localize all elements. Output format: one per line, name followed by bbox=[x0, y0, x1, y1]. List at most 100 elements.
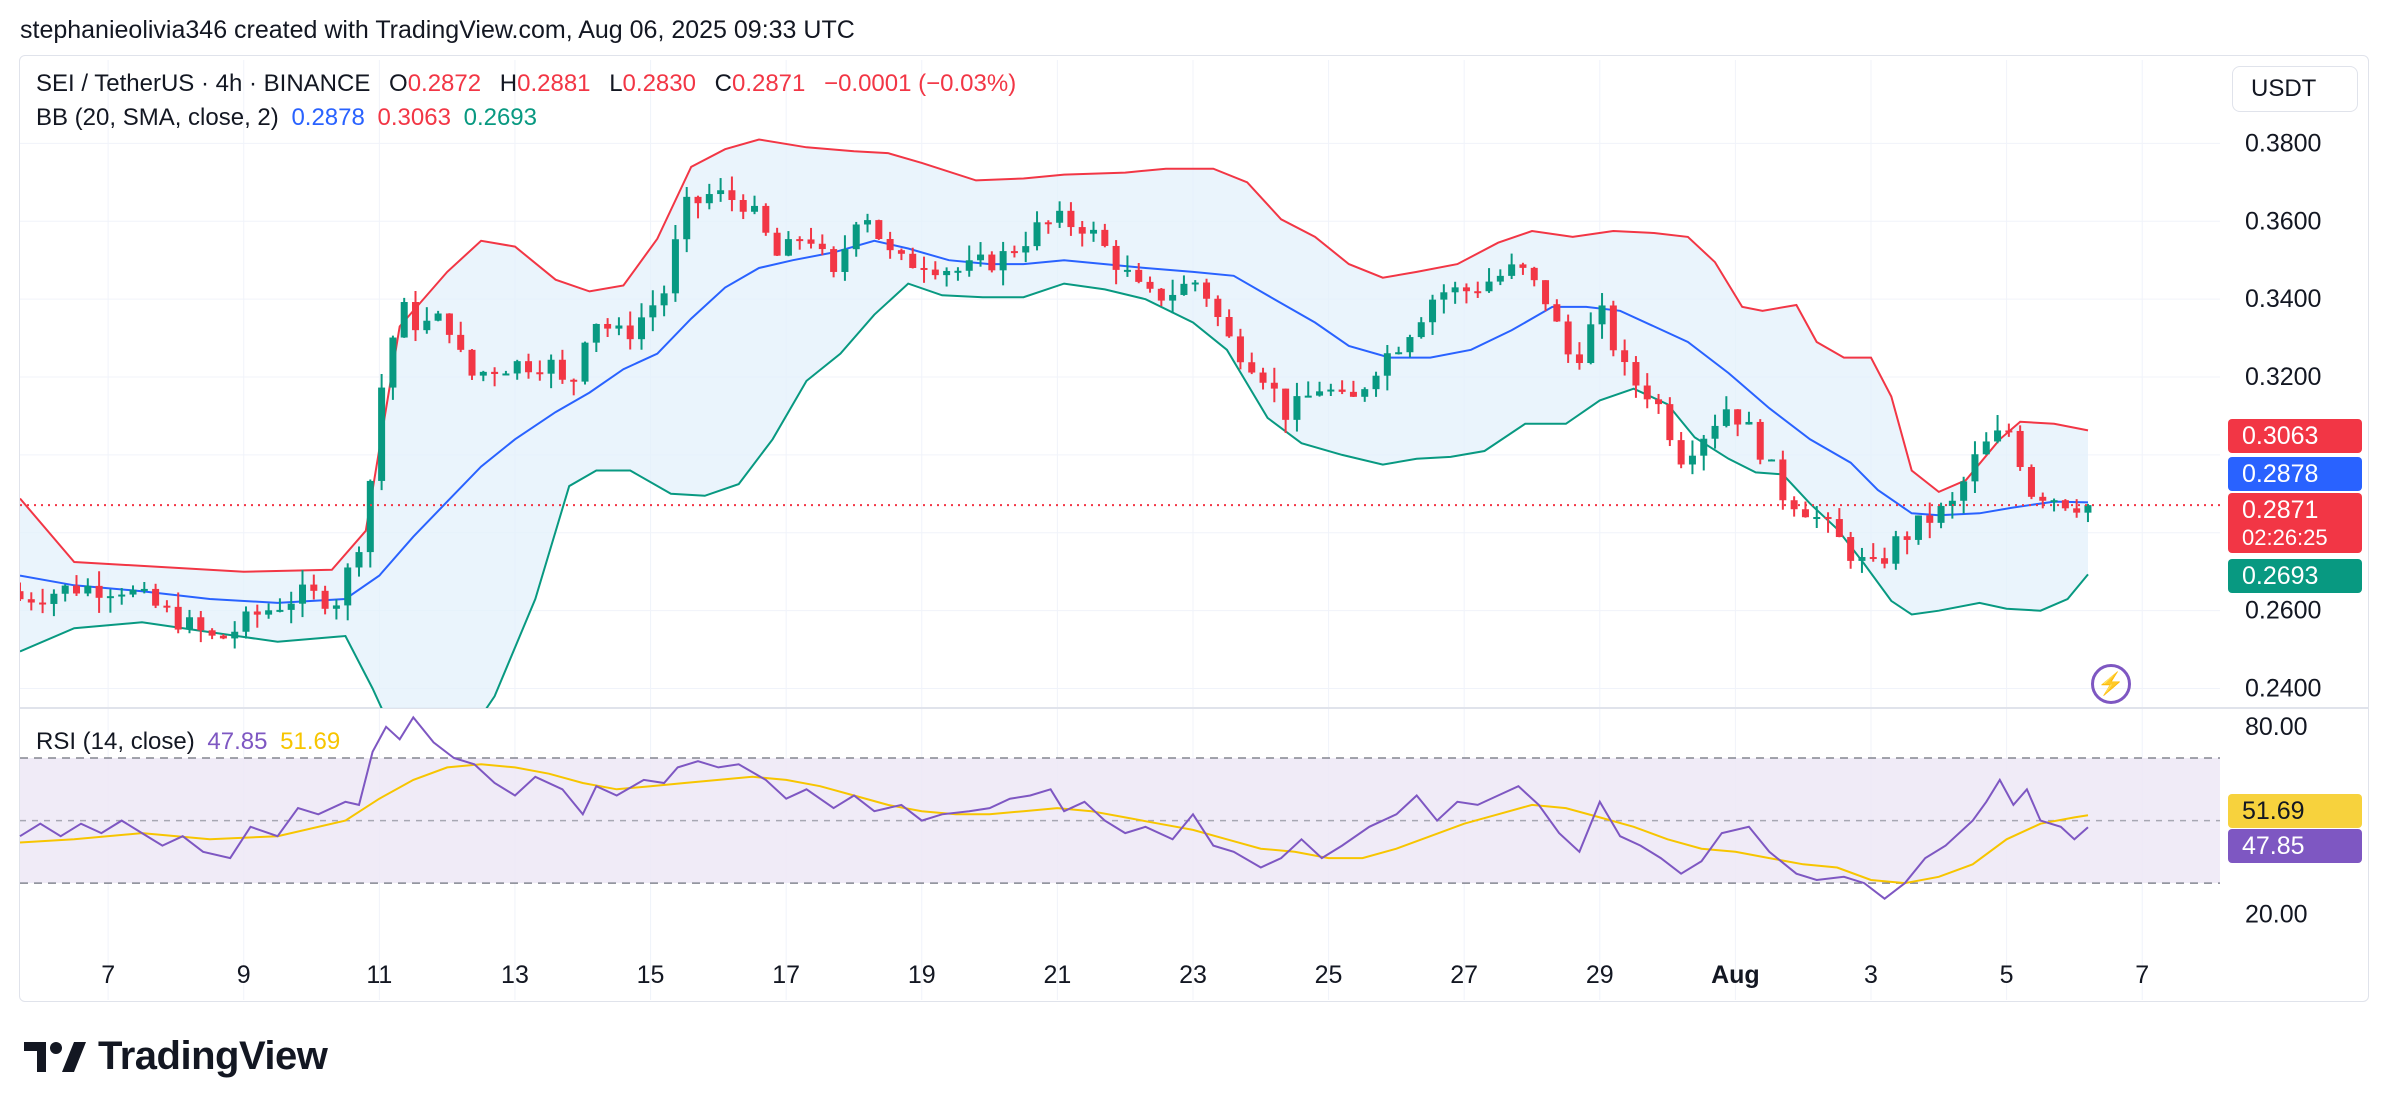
candle-up bbox=[1123, 255, 1131, 277]
candle-body bbox=[1440, 292, 1448, 300]
candle-up bbox=[502, 370, 510, 376]
candle-body bbox=[400, 302, 408, 338]
candle-up bbox=[355, 546, 363, 577]
candle-down bbox=[1530, 266, 1538, 287]
candle-up bbox=[1587, 312, 1595, 365]
candle-down bbox=[931, 261, 939, 280]
candle-body bbox=[186, 617, 194, 630]
candle-body bbox=[604, 323, 612, 329]
candle-body bbox=[1316, 391, 1324, 396]
candle-up bbox=[1700, 434, 1708, 471]
chart-frame bbox=[19, 55, 2369, 1002]
candle-down bbox=[1790, 496, 1798, 517]
candle-up bbox=[1745, 411, 1753, 425]
candle-down bbox=[2027, 464, 2035, 500]
candle-down bbox=[739, 194, 747, 220]
rsi-label[interactable]: RSI (14, close) bbox=[36, 728, 195, 755]
candle-body bbox=[1180, 283, 1188, 295]
candle-down bbox=[1553, 299, 1561, 322]
candle-body bbox=[897, 250, 905, 254]
candle-body bbox=[807, 239, 815, 244]
rsi-tick-label: 80.00 bbox=[2245, 713, 2308, 741]
candle-body bbox=[1926, 515, 1934, 523]
candle-up bbox=[434, 310, 442, 322]
candle-up bbox=[389, 335, 397, 400]
candle-body bbox=[1135, 269, 1143, 282]
candle-up bbox=[129, 585, 137, 598]
candle-body bbox=[1293, 396, 1301, 420]
candle-down bbox=[208, 628, 216, 640]
candle-down bbox=[321, 585, 329, 615]
candle-body bbox=[988, 254, 996, 271]
candle-body bbox=[1835, 519, 1843, 538]
candle-up bbox=[965, 245, 973, 277]
price-tick-label: 0.3600 bbox=[2245, 207, 2321, 235]
candle-body bbox=[1609, 305, 1617, 351]
candle-body bbox=[943, 270, 951, 276]
candle-down bbox=[875, 219, 883, 240]
candle-down bbox=[219, 634, 227, 640]
candle-up bbox=[1406, 334, 1414, 358]
candle-up bbox=[660, 285, 668, 317]
candle-down bbox=[1824, 512, 1832, 533]
x-tick-label: 5 bbox=[2000, 961, 2014, 989]
candle-body bbox=[479, 371, 487, 376]
bb-label[interactable]: BB (20, SMA, close, 2) bbox=[36, 104, 279, 131]
candle-down bbox=[2039, 492, 2047, 509]
candle-down bbox=[830, 246, 838, 278]
candle-up bbox=[479, 370, 487, 382]
candle-body bbox=[1191, 282, 1199, 285]
candle-body bbox=[864, 220, 872, 225]
tradingview-logo[interactable]: TradingView bbox=[24, 1034, 328, 1079]
bb-upper-tag: 0.3063 bbox=[2228, 419, 2362, 453]
candle-up bbox=[943, 267, 951, 287]
candle-body bbox=[2027, 467, 2035, 497]
candle-body bbox=[1282, 388, 1290, 420]
candle-up bbox=[287, 591, 295, 624]
candle-body bbox=[1022, 246, 1030, 253]
candle-body bbox=[2005, 430, 2013, 433]
candle-down bbox=[1067, 202, 1075, 236]
open-label: O bbox=[389, 70, 408, 97]
lightning-icon[interactable]: ⚡ bbox=[2091, 664, 2131, 704]
candle-body bbox=[1123, 269, 1131, 272]
candle-up bbox=[1982, 432, 1990, 455]
candle-body bbox=[1575, 354, 1583, 364]
candle-down bbox=[1349, 380, 1357, 398]
candle-up bbox=[1033, 211, 1041, 251]
candle-body bbox=[1982, 441, 1990, 455]
candle-body bbox=[1813, 517, 1821, 520]
candle-up bbox=[1180, 275, 1188, 296]
candle-down bbox=[694, 195, 702, 219]
bb-lower-value: 0.2693 bbox=[463, 104, 537, 131]
candle-body bbox=[197, 617, 205, 631]
rsi-ma-tag: 51.69 bbox=[2228, 794, 2362, 828]
symbol-label[interactable]: SEI / TetherUS · 4h · BINANCE bbox=[36, 70, 371, 97]
bb-legend: BB (20, SMA, close, 2) 0.2878 0.3063 0.2… bbox=[36, 104, 543, 132]
candle-down bbox=[491, 367, 499, 387]
currency-selector[interactable]: USDT bbox=[2232, 66, 2358, 112]
candle-up bbox=[1293, 382, 1301, 432]
rsi-tag: 47.85 bbox=[2228, 829, 2362, 863]
candle-up bbox=[547, 354, 555, 389]
bb-basis-line bbox=[20, 239, 2089, 604]
candle-up bbox=[852, 221, 860, 257]
candle-up bbox=[423, 307, 431, 334]
candle-down bbox=[1756, 419, 1764, 465]
price-legend: SEI / TetherUS · 4h · BINANCE O0.2872 H0… bbox=[36, 70, 1022, 98]
candle-down bbox=[728, 176, 736, 212]
candle-body bbox=[118, 594, 126, 597]
candle-body bbox=[570, 379, 578, 382]
candle-body bbox=[1349, 391, 1357, 397]
candle-up bbox=[1485, 268, 1493, 293]
candle-body bbox=[1688, 455, 1696, 465]
candle-body bbox=[1677, 440, 1685, 465]
candle-body bbox=[2016, 430, 2024, 468]
candle-up bbox=[1316, 381, 1324, 397]
candle-body bbox=[965, 260, 973, 271]
candle-body bbox=[1711, 425, 1719, 439]
candle-down bbox=[1779, 450, 1787, 510]
candle-body bbox=[999, 251, 1007, 271]
candle-body bbox=[1542, 280, 1550, 305]
